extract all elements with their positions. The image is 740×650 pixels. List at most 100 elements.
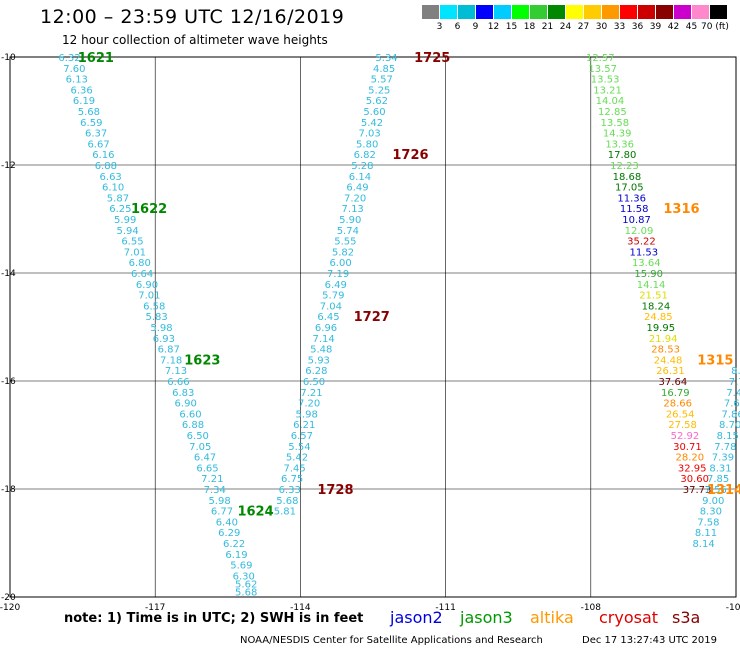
- legend-swatch: [476, 5, 493, 19]
- swh-value: 6.00: [329, 258, 351, 269]
- swh-value: 37.64: [659, 377, 688, 388]
- swh-value: 10.87: [622, 215, 651, 226]
- legend-swatch: [620, 5, 637, 19]
- swh-value: 15.90: [634, 269, 663, 280]
- legend-label: 70 (ft): [701, 22, 729, 32]
- swh-value: 5.55: [334, 237, 356, 248]
- swh-value: 17.05: [615, 183, 644, 194]
- y-tick-label: -14: [1, 269, 16, 279]
- swh-value: 18.24: [642, 301, 671, 312]
- swh-value: 6.29: [218, 528, 240, 539]
- swh-value: 6.93: [153, 334, 175, 345]
- legend-swatch: [602, 5, 619, 19]
- swh-value: 6.60: [179, 409, 201, 420]
- swh-value: 13.57: [588, 64, 617, 75]
- swh-value: 5.25: [368, 85, 390, 96]
- legend-swatch: [548, 5, 565, 19]
- x-tick-label: -105: [726, 603, 740, 613]
- swh-value: 6.33: [279, 485, 301, 496]
- swh-value: 7.34: [204, 485, 226, 496]
- timestamp-text: Dec 17 13:27:43 UTC 2019: [582, 635, 717, 646]
- swh-value: 6.25: [109, 204, 131, 215]
- x-tick-label: -117: [145, 603, 165, 613]
- swh-value: 6.64: [131, 269, 153, 280]
- swh-value: 5.80: [356, 139, 378, 150]
- legend-swatch: [692, 5, 709, 19]
- legend-label: 18: [523, 22, 536, 32]
- swh-value: 6.75: [281, 474, 303, 485]
- swh-value: 6.82: [354, 150, 376, 161]
- swh-value: 6.55: [121, 237, 143, 248]
- swh-value: 6.49: [346, 183, 368, 194]
- swh-value: 7.21: [300, 388, 322, 399]
- swh-value: 13.58: [600, 118, 629, 129]
- legend-label: 3: [436, 22, 443, 32]
- swh-value: 7.47: [726, 388, 740, 399]
- swh-value: 13.36: [605, 139, 634, 150]
- swh-value: 6.36: [71, 85, 93, 96]
- legend-swatch: [512, 5, 529, 19]
- swh-value: 17.80: [608, 150, 637, 161]
- swh-value: 6.59: [80, 118, 102, 129]
- satellite-s3a: s3a: [672, 608, 701, 627]
- swh-value: 14.14: [637, 280, 666, 291]
- swh-value: 5.83: [146, 312, 168, 323]
- y-tick-label: -12: [1, 161, 16, 171]
- swh-value: 8.11: [695, 528, 717, 539]
- legend-swatch: [584, 5, 601, 19]
- swh-value: 24.48: [654, 355, 683, 366]
- swh-value: 5.54: [288, 442, 310, 453]
- swh-value: 7.13: [342, 204, 364, 215]
- legend-label: 45: [685, 22, 698, 32]
- swh-value: 13.64: [632, 258, 661, 269]
- swh-value: 5.34: [375, 53, 397, 64]
- pass-label: 1727: [354, 310, 390, 325]
- swh-value: 11.58: [620, 204, 649, 215]
- swh-value: 30.71: [673, 442, 702, 453]
- swh-value: 35.22: [627, 237, 656, 248]
- chart-grid: [9, 56, 737, 598]
- swh-value: 7.03: [358, 129, 380, 140]
- legend-swatch: [440, 5, 457, 19]
- swh-value: 12.09: [625, 226, 654, 237]
- satellite-jason3: jason3: [460, 608, 513, 627]
- pass-label: 1622: [131, 202, 167, 217]
- swh-value: 8.31: [709, 463, 731, 474]
- swh-value: 5.87: [107, 193, 129, 204]
- swh-value: 6.87: [158, 345, 180, 356]
- swh-value: 6.47: [194, 453, 216, 464]
- swh-value: 7.85: [707, 474, 729, 485]
- swh-value: 6.19: [73, 96, 95, 107]
- swh-value: 5.90: [339, 215, 361, 226]
- swh-value: 5.98: [296, 409, 318, 420]
- swh-value: 6.37: [85, 129, 107, 140]
- pass-label: 1314: [707, 483, 740, 498]
- swh-value: 7.05: [189, 442, 211, 453]
- x-tick-label: -114: [290, 603, 311, 613]
- swh-value: 7.86: [721, 409, 740, 420]
- y-tick-label: -10: [1, 53, 16, 63]
- chart-marks: 6.327.606.136.366.195.686.596.376.676.16…: [58, 51, 740, 599]
- swh-value: 24.85: [644, 312, 673, 323]
- legend-label: 27: [577, 22, 590, 32]
- swh-value: 5.60: [363, 107, 385, 118]
- legend-swatch: [422, 5, 439, 19]
- swh-value: 19.95: [646, 323, 675, 334]
- swh-value: 5.98: [150, 323, 172, 334]
- satellite-cryosat: cryosat: [599, 608, 659, 627]
- swh-value: 5.42: [286, 453, 308, 464]
- swh-value: 6.58: [143, 301, 165, 312]
- pass-label: 1315: [697, 353, 733, 368]
- x-tick-label: -108: [581, 603, 602, 613]
- y-tick-label: -20: [1, 593, 16, 603]
- legend-label: 9: [472, 22, 479, 32]
- swh-value: 27.58: [668, 420, 697, 431]
- swh-value: 5.98: [208, 496, 230, 507]
- swh-value: 6.40: [216, 517, 238, 528]
- swh-value: 7.18: [160, 355, 182, 366]
- swh-value: 4.85: [373, 64, 395, 75]
- swh-value: 6.57: [291, 431, 313, 442]
- swh-value: 12.85: [598, 107, 627, 118]
- legend-swatch: [710, 5, 727, 19]
